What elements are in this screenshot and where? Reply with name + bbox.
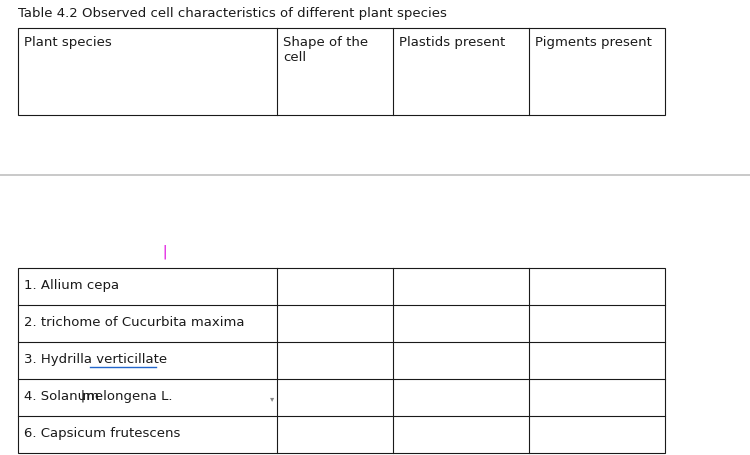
Text: Table 4.2 Observed cell characteristics of different plant species: Table 4.2 Observed cell characteristics …: [18, 7, 447, 20]
Text: Plastids present: Plastids present: [399, 36, 506, 49]
Text: |: |: [79, 390, 87, 403]
Text: 6. Capsicum frutescens: 6. Capsicum frutescens: [24, 427, 180, 440]
Text: 2. trichome of Cucurbita maxima: 2. trichome of Cucurbita maxima: [24, 316, 245, 329]
Text: Plant species: Plant species: [24, 36, 112, 49]
Text: 3. Hydrilla verticillate: 3. Hydrilla verticillate: [24, 353, 167, 366]
Bar: [18, 28, 665, 115]
Text: 1. Allium cepa: 1. Allium cepa: [24, 279, 119, 292]
Text: ▾: ▾: [270, 394, 274, 403]
Text: |: |: [160, 245, 170, 259]
Bar: [18, 268, 665, 453]
Text: melongena L.: melongena L.: [82, 390, 172, 403]
Text: Pigments present: Pigments present: [536, 36, 652, 49]
Text: 4. Solanum: 4. Solanum: [24, 390, 99, 403]
Text: Shape of the
cell: Shape of the cell: [283, 36, 368, 64]
